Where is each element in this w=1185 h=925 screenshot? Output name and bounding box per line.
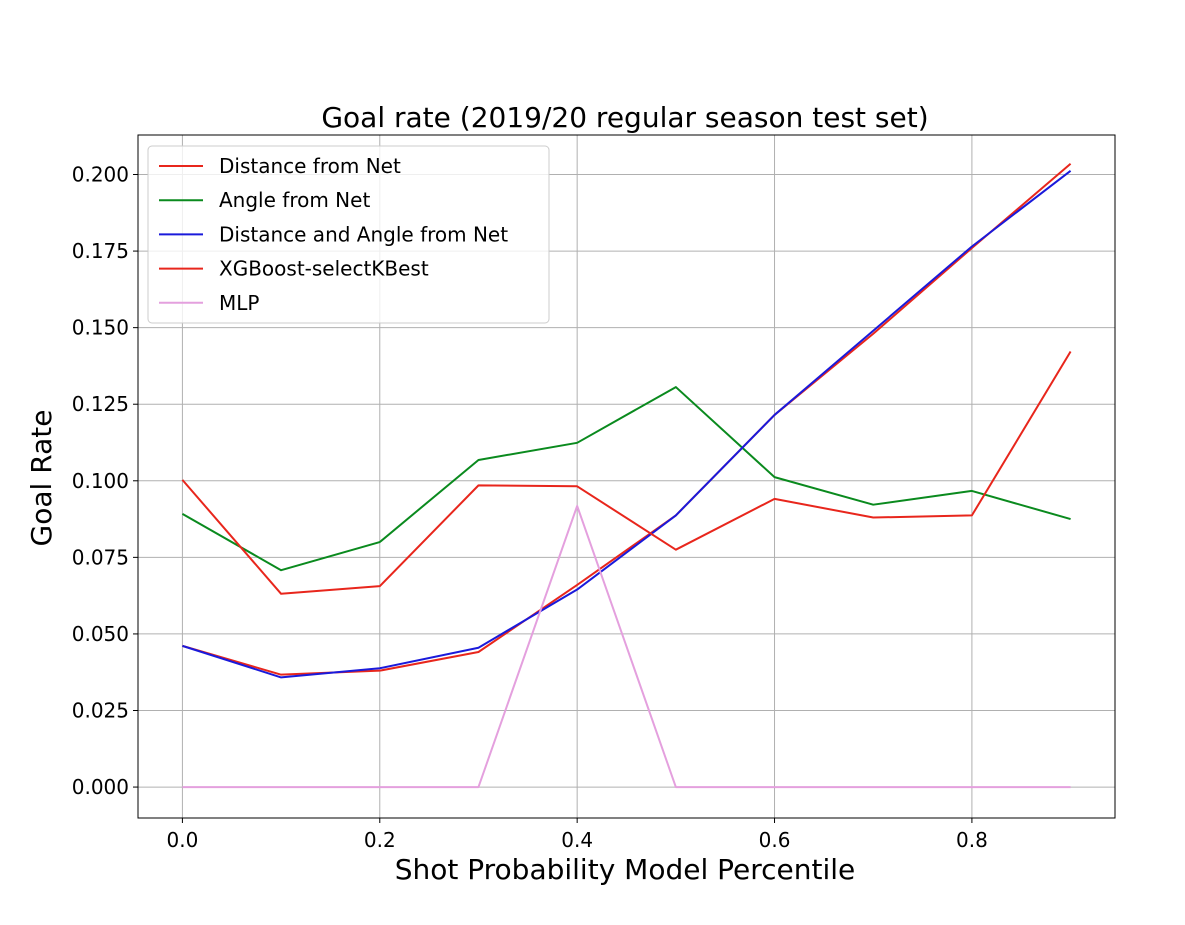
y-axis-label: Goal Rate (25, 410, 58, 547)
chart-title: Goal rate (2019/20 regular season test s… (321, 101, 928, 134)
x-tick-label: 0.6 (759, 828, 791, 852)
plot-frame (137, 134, 1116, 819)
series-line-5 (182, 504, 1071, 789)
y-tick-label: 0.100 (72, 469, 129, 493)
y-tick-label: 0.175 (72, 239, 129, 263)
y-tick-label: 0.075 (72, 545, 129, 569)
y-tick-label: 0.025 (72, 698, 129, 722)
x-axis-label: Shot Probability Model Percentile (395, 853, 856, 886)
y-tick-label: 0.000 (72, 775, 129, 799)
legend-box (147, 145, 550, 324)
legend-label-1: Distance from Net (219, 154, 401, 178)
y-tick-label: 0.125 (72, 392, 129, 416)
legend-label-3: Distance and Angle from Net (219, 222, 508, 246)
series-line-4 (181, 351, 1072, 595)
y-tick-label: 0.150 (72, 316, 129, 340)
x-tick-label: 0.0 (167, 828, 199, 852)
x-tick-label: 0.2 (364, 828, 396, 852)
x-tick-label: 0.4 (561, 828, 593, 852)
y-tick-label: 0.050 (72, 622, 129, 646)
y-tick-label: 0.200 (72, 163, 129, 187)
series-lines (181, 163, 1072, 789)
legend: Distance from Net Angle from Net Distance … (147, 145, 550, 324)
legend-label-2: Angle from Net (219, 188, 370, 212)
axis-ticks: 0.0 0.2 0.4 0.6 0.8 0.000 0.025 0.050 0.075 0.100… (72, 163, 988, 852)
legend-label-4: XGBoost-selectKBest (219, 257, 429, 281)
legend-label-5: MLP (219, 291, 259, 315)
series-line-3 (182, 170, 1072, 679)
x-tick-label: 0.8 (956, 828, 988, 852)
series-line-2 (181, 386, 1071, 572)
